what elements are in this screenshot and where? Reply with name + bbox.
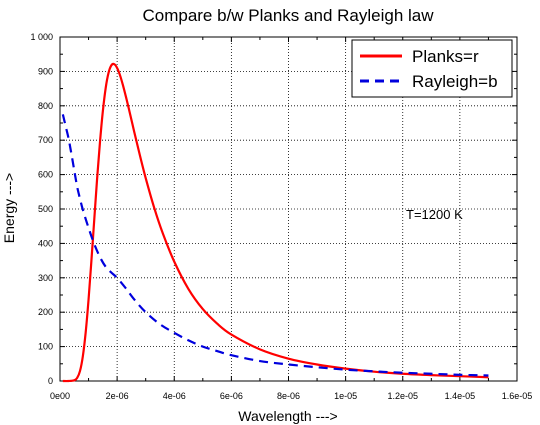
x-axis-title: Wavelength ---> <box>238 408 337 424</box>
y-tick-label: 0 <box>48 376 53 386</box>
legend-box <box>351 39 513 98</box>
x-tick-label: 1.6e-05 <box>502 391 533 401</box>
x-tick-label: 6e-06 <box>220 391 243 401</box>
y-tick-label: 300 <box>38 273 53 283</box>
y-tick-label: 500 <box>38 204 53 214</box>
legend: Planks=r Rayleigh=b <box>351 39 513 98</box>
grid-layer <box>60 37 517 381</box>
chart-title: Compare b/w Planks and Rayleigh law <box>142 6 434 25</box>
y-tick-label: 200 <box>38 307 53 317</box>
legend-label-planks: Planks=r <box>412 47 479 66</box>
annotation-temperature: T=1200 K <box>406 207 463 222</box>
x-tick-label: 2e-06 <box>106 391 129 401</box>
x-tick-label: 1.2e-05 <box>387 391 418 401</box>
x-tick-label: 8e-06 <box>277 391 300 401</box>
x-tick-label: 4e-06 <box>163 391 186 401</box>
legend-label-rayleigh: Rayleigh=b <box>412 72 498 91</box>
planks-series-line <box>62 62 489 383</box>
y-axis-title: Energy ---> <box>1 173 17 243</box>
y-tick-label: 900 <box>38 66 53 76</box>
axis-layer: 0e00 2e-06 4e-06 6e-06 8e-06 1e-05 1.2e-05 1.4e… <box>30 32 532 401</box>
y-tick-label: 600 <box>38 170 53 180</box>
y-tick-label: 400 <box>38 238 53 248</box>
x-tick-label: 1.4e-05 <box>445 391 476 401</box>
series-layer <box>61 62 489 383</box>
y-tick-label: 800 <box>38 101 53 111</box>
y-tick-label: 700 <box>38 135 53 145</box>
y-tick-label: 100 <box>38 342 53 352</box>
x-tick-label: 0e00 <box>50 391 70 401</box>
y-tick-label: 1 000 <box>30 32 53 42</box>
rayleigh-series-line <box>61 114 489 377</box>
x-tick-label: 1e-05 <box>334 391 357 401</box>
